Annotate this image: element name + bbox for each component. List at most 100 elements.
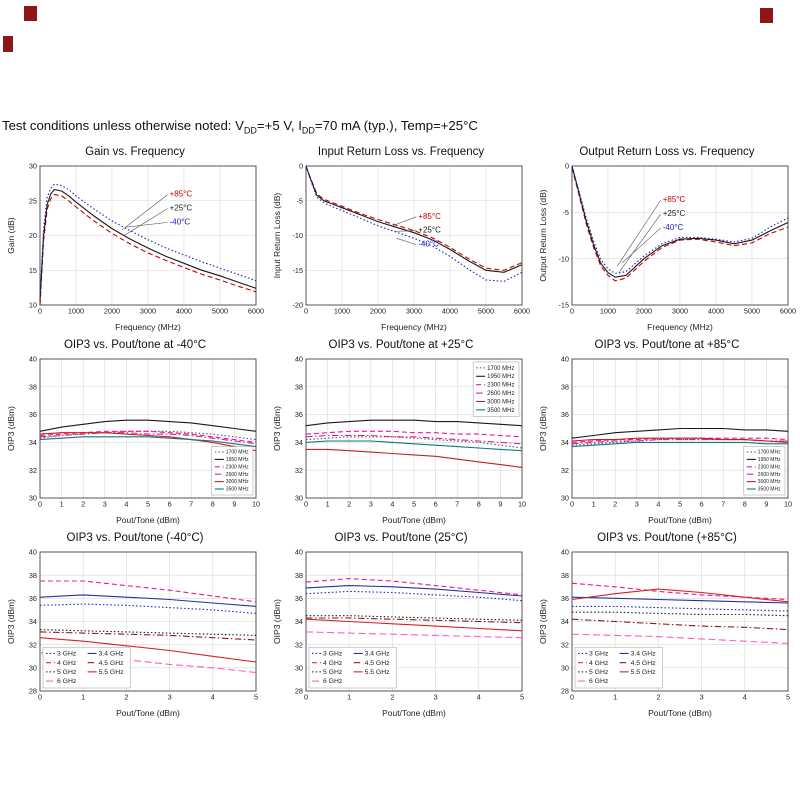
svg-text:6: 6 (168, 500, 172, 509)
svg-text:2: 2 (390, 693, 394, 702)
svg-text:-10: -10 (558, 254, 569, 263)
svg-text:0: 0 (38, 307, 42, 316)
svg-text:15: 15 (29, 266, 37, 275)
svg-text:2300 MHz: 2300 MHz (758, 464, 781, 470)
svg-text:Pout/Tone (dBm): Pout/Tone (dBm) (648, 708, 712, 718)
svg-text:3500 MHz: 3500 MHz (226, 487, 249, 493)
svg-text:7: 7 (189, 500, 193, 509)
svg-text:3: 3 (168, 693, 172, 702)
svg-text:20: 20 (29, 231, 37, 240)
subscript-dd: DD (301, 125, 315, 136)
svg-text:6 GHz: 6 GHz (57, 678, 77, 685)
svg-text:32: 32 (295, 640, 303, 649)
chart-oip3-plus25: OIP3 vs. Pout/tone at +25°C 0 1 2 3 4 5 6 7 8 9 10… (270, 339, 532, 526)
svg-text:8: 8 (743, 500, 747, 509)
test-conditions-note: Test conditions unless otherwise noted: … (2, 118, 478, 136)
svg-text:1: 1 (326, 500, 330, 509)
chart-input-return-loss: Input Return Loss vs. Frequency 0 1000 200… (270, 146, 532, 333)
svg-text:8: 8 (477, 500, 481, 509)
svg-text:OIP3 (dBm): OIP3 (dBm) (272, 599, 282, 644)
svg-text:Output Return Loss (dB): Output Return Loss (dB) (538, 189, 548, 281)
svg-text:Pout/Tone (dBm): Pout/Tone (dBm) (648, 515, 712, 525)
svg-text:25: 25 (29, 196, 37, 205)
svg-text:40: 40 (561, 355, 569, 364)
svg-text:OIP3 (dBm): OIP3 (dBm) (6, 406, 16, 451)
chart-oip3-ghz-minus40: OIP3 vs. Pout/tone (-40°C) 0 1 2 3 4 5 28 30 32 3… (4, 532, 266, 719)
svg-text:OIP3 (dBm): OIP3 (dBm) (272, 406, 282, 451)
svg-text:9: 9 (232, 500, 236, 509)
svg-text:4: 4 (656, 500, 660, 509)
svg-text:5000: 5000 (478, 307, 494, 316)
svg-text:1000: 1000 (334, 307, 350, 316)
svg-text:28: 28 (561, 687, 569, 696)
svg-text:10: 10 (252, 500, 260, 509)
svg-text:+85°C: +85°C (170, 190, 193, 199)
svg-text:4000: 4000 (442, 307, 458, 316)
svg-text:1: 1 (347, 693, 351, 702)
svg-text:6000: 6000 (780, 307, 796, 316)
svg-text:30: 30 (295, 663, 303, 672)
svg-text:38: 38 (561, 382, 569, 391)
svg-text:0: 0 (299, 162, 303, 171)
redacted-mark (3, 36, 13, 52)
svg-text:-40°C: -40°C (663, 223, 684, 232)
svg-text:-40°C: -40°C (170, 217, 191, 226)
svg-text:38: 38 (29, 571, 37, 580)
svg-text:10: 10 (518, 500, 526, 509)
svg-text:32: 32 (561, 466, 569, 475)
svg-text:3000: 3000 (140, 307, 156, 316)
svg-text:34: 34 (29, 617, 37, 626)
svg-text:3.4 GHz: 3.4 GHz (365, 651, 391, 658)
test-conditions-text: =70 mA (typ.), Temp=+25°C (314, 118, 478, 133)
svg-text:5: 5 (254, 693, 258, 702)
svg-text:1: 1 (81, 693, 85, 702)
svg-text:5.5 GHz: 5.5 GHz (631, 669, 657, 676)
svg-text:0: 0 (570, 693, 574, 702)
svg-text:6 GHz: 6 GHz (589, 678, 609, 685)
svg-text:5 GHz: 5 GHz (57, 669, 77, 676)
svg-text:4: 4 (477, 693, 481, 702)
svg-text:6000: 6000 (248, 307, 264, 316)
svg-text:4: 4 (743, 693, 747, 702)
svg-text:3000 MHz: 3000 MHz (487, 399, 514, 405)
svg-text:+25°C: +25°C (663, 209, 686, 218)
svg-text:OIP3 (dBm): OIP3 (dBm) (538, 406, 548, 451)
svg-text:30: 30 (29, 494, 37, 503)
chart-plot: 0 1 2 3 4 5 6 7 8 9 10 30 32 34 36 38 40 Pout/Tone (dBm) O… (272, 354, 530, 526)
svg-text:40: 40 (29, 548, 37, 557)
svg-text:5: 5 (520, 693, 524, 702)
svg-text:40: 40 (295, 548, 303, 557)
svg-text:6: 6 (700, 500, 704, 509)
svg-text:3000 MHz: 3000 MHz (758, 479, 781, 485)
svg-text:OIP3 (dBm): OIP3 (dBm) (538, 599, 548, 644)
svg-text:Pout/Tone (dBm): Pout/Tone (dBm) (116, 515, 180, 525)
test-conditions-text: =+5 V, I (256, 118, 302, 133)
svg-text:30: 30 (29, 663, 37, 672)
svg-text:1950 MHz: 1950 MHz (758, 457, 781, 463)
svg-text:4.5 GHz: 4.5 GHz (99, 660, 125, 667)
svg-text:-15: -15 (558, 301, 569, 310)
svg-text:1700 MHz: 1700 MHz (487, 366, 514, 372)
svg-text:40: 40 (561, 548, 569, 557)
svg-text:2: 2 (124, 693, 128, 702)
svg-text:1: 1 (613, 693, 617, 702)
svg-text:3000: 3000 (672, 307, 688, 316)
svg-text:Pout/Tone (dBm): Pout/Tone (dBm) (382, 708, 446, 718)
svg-text:1: 1 (592, 500, 596, 509)
chart-title: Output Return Loss vs. Frequency (579, 146, 755, 158)
chart-title: Input Return Loss vs. Frequency (317, 146, 485, 158)
svg-text:-10: -10 (292, 231, 303, 240)
svg-text:1950 MHz: 1950 MHz (226, 457, 249, 463)
svg-text:0: 0 (570, 307, 574, 316)
svg-text:4: 4 (211, 693, 215, 702)
svg-text:3000 MHz: 3000 MHz (226, 479, 249, 485)
svg-text:0: 0 (565, 162, 569, 171)
svg-text:32: 32 (295, 466, 303, 475)
svg-text:4 GHz: 4 GHz (323, 660, 343, 667)
svg-text:Pout/Tone (dBm): Pout/Tone (dBm) (382, 515, 446, 525)
chart-plot: 0 1000 2000 3000 4000 5000 6000 10 15 20 25 30 Frequ… (6, 161, 264, 333)
svg-text:5.5 GHz: 5.5 GHz (365, 669, 391, 676)
svg-text:2000: 2000 (636, 307, 652, 316)
svg-text:4000: 4000 (176, 307, 192, 316)
svg-text:Gain (dB): Gain (dB) (6, 217, 16, 254)
